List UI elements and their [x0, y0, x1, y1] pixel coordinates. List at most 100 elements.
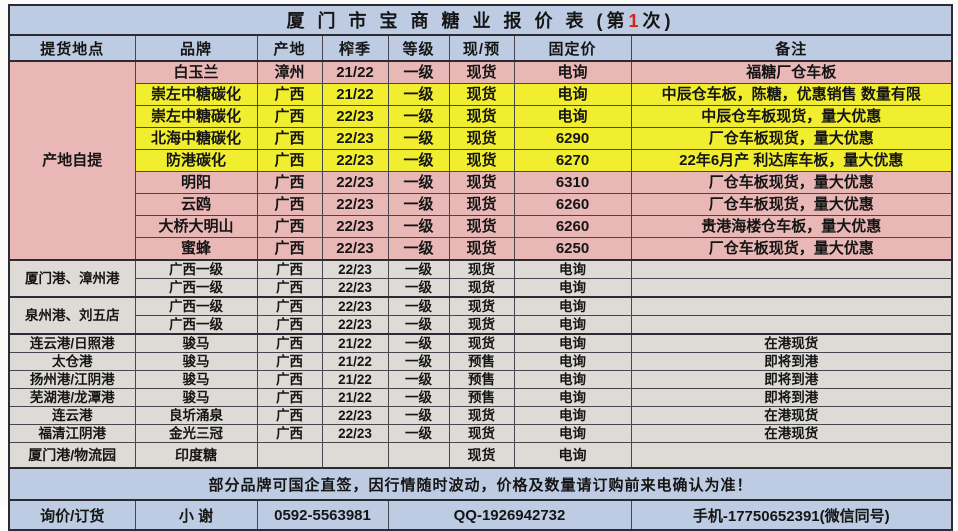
avail-cell: 现货	[448, 171, 515, 194]
brand-cell: 骏马	[134, 370, 258, 389]
table-row: 明阳 广西 22/23 一级 现货 6310 厂仓车板现货，量大优惠	[9, 171, 953, 194]
grade-cell: 一级	[387, 105, 450, 128]
issue-number: 1	[628, 11, 643, 31]
table-row: 泉州港、刘五店 广西一级 广西 22/23 一级 现货 电询	[8, 296, 953, 335]
grade-cell: 一级	[387, 83, 450, 106]
table-row: 崇左中糖碳化 广西 22/23 一级 现货 电询 中辰仓车板现货，量大优惠	[9, 105, 953, 128]
season-cell: 22/23	[321, 278, 389, 298]
grade-cell: 一级	[387, 60, 450, 84]
avail-cell: 现货	[448, 278, 515, 298]
season-cell	[321, 442, 389, 469]
remark-cell: 即将到港	[630, 370, 953, 389]
notice-text: 部分品牌可国企直签，因行情随时波动，价格及数量请订购前来电确认为准！	[8, 467, 953, 501]
remark-cell: 贵港海楼仓车板，量大优惠	[630, 215, 953, 238]
price-cell: 电询	[513, 296, 632, 316]
origin-cell: 广西	[256, 105, 323, 128]
avail-cell: 预售	[448, 352, 515, 371]
remark-cell	[630, 259, 953, 279]
remark-cell: 中辰仓车板，陈糖，优惠销售 数量有限	[630, 83, 953, 106]
origin-cell: 广西	[256, 315, 323, 335]
table-row: 广西一级 广西 22/23 一级 现货 电询	[9, 278, 953, 298]
origin-cell: 广西	[256, 127, 323, 150]
avail-cell: 预售	[448, 388, 515, 407]
avail-cell: 现货	[448, 333, 515, 353]
grade-cell	[387, 442, 450, 469]
season-cell: 22/23	[321, 105, 389, 128]
remark-cell	[630, 315, 953, 335]
pickup-location-cell: 太仓港	[8, 352, 136, 371]
brand-cell: 骏马	[134, 333, 258, 353]
grade-cell: 一级	[387, 237, 450, 261]
table-row: 扬州港/江阴港 骏马 广西 21/22 一级 预售 电询 即将到港	[8, 370, 953, 389]
avail-cell: 现货	[448, 149, 515, 172]
price-cell: 电询	[513, 105, 632, 128]
season-cell: 21/22	[321, 370, 389, 389]
notice-row: 部分品牌可国企直签，因行情随时波动，价格及数量请订购前来电确认为准！	[8, 467, 953, 501]
column-header-row: 提货地点 品牌 产地 榨季 等级 现/预 固定价 备注	[8, 34, 953, 62]
table-row: 云鸥 广西 22/23 一级 现货 6260 厂仓车板现货，量大优惠	[9, 193, 953, 216]
brand-cell: 蜜蜂	[134, 237, 258, 261]
remark-cell	[630, 278, 953, 298]
price-cell: 电询	[513, 424, 632, 443]
season-cell: 21/22	[321, 83, 389, 106]
page-title: 厦 门 市 宝 商 糖 业 报 价 表 (第1次)	[8, 4, 953, 36]
origin-cell: 广西	[256, 237, 323, 261]
season-cell: 22/23	[321, 259, 389, 279]
col-header-grade: 等级	[387, 34, 450, 62]
brand-cell: 白玉兰	[134, 60, 258, 84]
avail-cell: 现货	[448, 442, 515, 469]
origin-cell: 广西	[256, 259, 323, 279]
avail-cell: 现货	[448, 237, 515, 261]
table-row: 连云港/日照港 骏马 广西 21/22 一级 现货 电询 在港现货	[8, 333, 953, 353]
col-header-brand: 品牌	[134, 34, 258, 62]
origin-cell: 广西	[256, 149, 323, 172]
avail-cell: 现货	[448, 296, 515, 316]
table-row: 防港碳化 广西 22/23 一级 现货 6270 22年6月产 利达库车板，量大…	[9, 149, 953, 172]
pickup-location-cell: 扬州港/江阴港	[8, 370, 136, 389]
season-cell: 22/23	[321, 237, 389, 261]
season-cell: 22/23	[321, 193, 389, 216]
pickup-location-cell: 福清江阴港	[8, 424, 136, 443]
remark-cell: 在港现货	[630, 406, 953, 425]
table-row: 北海中糖碳化 广西 22/23 一级 现货 6290 厂仓车板现货，量大优惠	[9, 127, 953, 150]
season-cell: 22/23	[321, 315, 389, 335]
price-cell: 6270	[513, 149, 632, 172]
origin-cell: 广西	[256, 278, 323, 298]
remark-cell	[630, 296, 953, 316]
grade-cell: 一级	[387, 259, 450, 279]
price-cell: 电询	[513, 442, 632, 469]
brand-cell: 广西一级	[134, 296, 258, 316]
title-text: 厦 门 市 宝 商 糖 业 报 价 表 (第	[286, 11, 629, 31]
season-cell: 22/23	[321, 149, 389, 172]
price-cell: 电询	[513, 259, 632, 279]
origin-cell: 广西	[256, 296, 323, 316]
price-cell: 电询	[513, 60, 632, 84]
grade-cell: 一级	[387, 333, 450, 353]
season-cell: 21/22	[321, 352, 389, 371]
avail-cell: 现货	[448, 259, 515, 279]
season-cell: 21/22	[321, 333, 389, 353]
origin-cell: 广西	[256, 171, 323, 194]
origin-cell	[256, 442, 323, 469]
origin-cell: 广西	[256, 83, 323, 106]
grade-cell: 一级	[387, 296, 450, 316]
brand-cell: 印度糖	[134, 442, 258, 469]
remark-cell: 厂仓车板现货，量大优惠	[630, 127, 953, 150]
price-cell: 电询	[513, 388, 632, 407]
pickup-location-cell: 连云港	[8, 406, 136, 425]
remark-cell	[630, 442, 953, 469]
price-cell: 6260	[513, 193, 632, 216]
avail-cell: 现货	[448, 406, 515, 425]
grade-cell: 一级	[387, 171, 450, 194]
brand-cell: 崇左中糖碳化	[134, 105, 258, 128]
price-cell: 电询	[513, 278, 632, 298]
origin-cell: 广西	[256, 424, 323, 443]
table-row: 蜜蜂 广西 22/23 一级 现货 6250 厂仓车板现货，量大优惠	[9, 237, 953, 261]
table-row: 太仓港 骏马 广西 21/22 一级 预售 电询 即将到港	[8, 352, 953, 371]
avail-cell: 现货	[448, 315, 515, 335]
price-cell: 6250	[513, 237, 632, 261]
col-header-origin: 产地	[256, 34, 323, 62]
pickup-location-cell: 泉州港、刘五店	[8, 296, 136, 335]
title-row: 厦 门 市 宝 商 糖 业 报 价 表 (第1次)	[8, 4, 953, 36]
remark-cell: 福糖厂仓车板	[630, 60, 953, 84]
